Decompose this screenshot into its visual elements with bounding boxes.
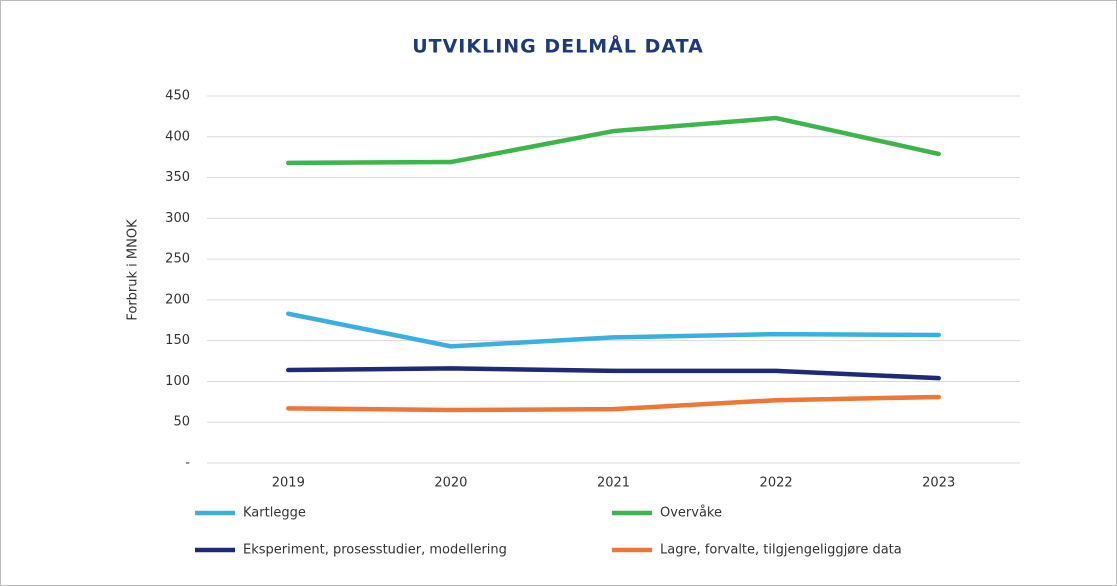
- series-line: [286, 311, 941, 349]
- chart-title: UTVIKLING DELMÅL DATA: [412, 34, 704, 58]
- legend-label: Kartlegge: [243, 506, 306, 521]
- x-tick-label: 2022: [760, 476, 793, 491]
- y-tick-label: 50: [173, 415, 190, 430]
- y-tick-label: 200: [165, 292, 190, 307]
- series-line: [286, 366, 941, 381]
- legend-label: Eksperiment, prosesstudier, modellering: [243, 543, 507, 558]
- series-line: [286, 115, 941, 166]
- x-tick-label: 2021: [597, 476, 630, 491]
- x-tick-label: 2019: [272, 476, 305, 491]
- y-tick-label: -: [185, 456, 190, 471]
- y-tick-label: 100: [165, 374, 190, 389]
- y-axis-label: Forbruk i MNOK: [126, 219, 141, 321]
- x-tick-label: 2023: [922, 476, 955, 491]
- series-line: [286, 394, 941, 413]
- x-tick-label: 2020: [434, 476, 467, 491]
- y-tick-label: 450: [165, 89, 190, 104]
- y-tick-label: 350: [165, 170, 190, 185]
- legend-label: Lagre, forvalte, tilgjengeliggjøre data: [660, 543, 902, 558]
- y-tick-label: 400: [165, 129, 190, 144]
- y-tick-label: 150: [165, 333, 190, 348]
- legend-label: Overvåke: [660, 506, 722, 521]
- y-tick-label: 250: [165, 252, 190, 267]
- y-tick-label: 300: [165, 211, 190, 226]
